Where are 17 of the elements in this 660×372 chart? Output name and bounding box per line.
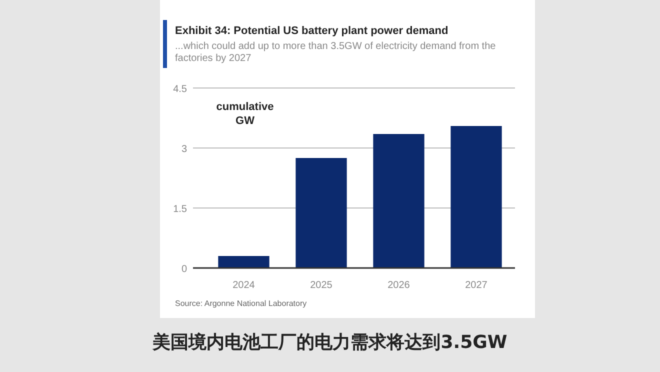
y-tick-label: 3 <box>181 144 188 155</box>
bar <box>296 158 347 268</box>
chart-title: Exhibit 34: Potential US battery plant power demand <box>175 25 448 37</box>
y-tick-label: 1.5 <box>173 204 188 215</box>
bar <box>218 256 270 268</box>
y-axis-title: cumulative GW <box>216 101 274 127</box>
x-tick-label: 2024 <box>232 280 256 291</box>
chart-subtitle: ...which could add up to more than 3.5GW of electricity demand from the factories by 2027 <box>175 41 496 64</box>
bar <box>450 126 502 268</box>
bar <box>373 134 424 268</box>
y-tick-label: 4.5 <box>173 84 188 95</box>
x-tick-label: 2027 <box>465 280 488 291</box>
text: 美国境内电池工厂的电力需求将达到3.5GW <box>152 332 508 353</box>
y-tick-label: 0 <box>181 264 188 275</box>
source-note: Source: Argonne National Laboratory <box>175 299 307 308</box>
x-tick-label: 2025 <box>310 280 333 291</box>
x-tick-label: 2026 <box>388 280 410 291</box>
